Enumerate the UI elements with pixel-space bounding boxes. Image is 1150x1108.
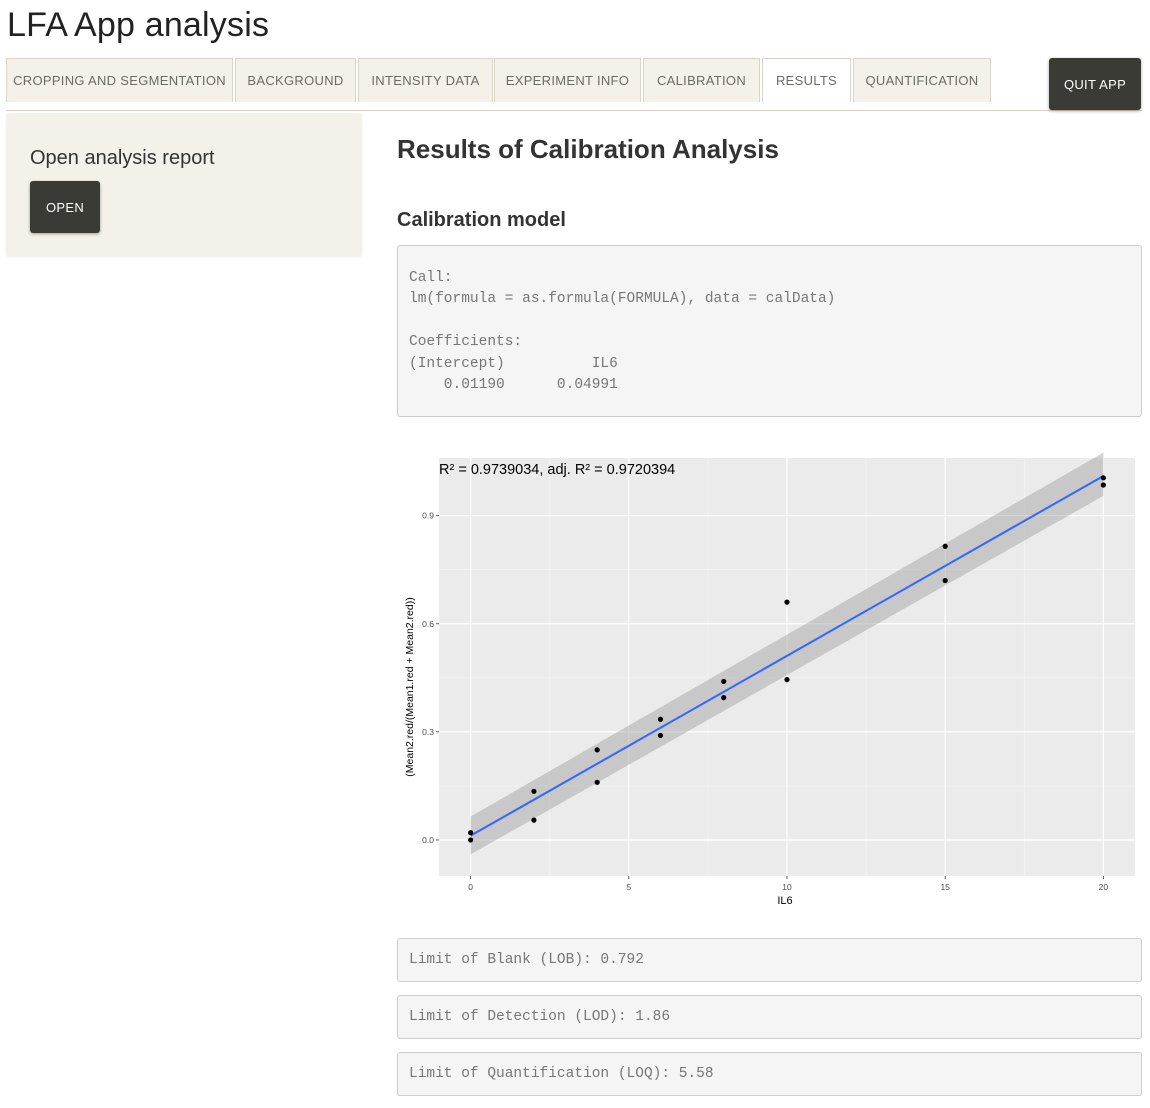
open-report-button[interactable]: OPEN — [30, 181, 100, 233]
confidence-band — [470, 452, 1104, 855]
sidebar-title: Open analysis report — [30, 147, 215, 169]
data-point — [784, 677, 790, 683]
lod-output: Limit of Detection (LOD): 1.86 — [397, 995, 1142, 1039]
model-output: Call: lm(formula = as.formula(FORMULA), … — [397, 245, 1142, 417]
data-point — [468, 837, 474, 843]
data-point — [721, 695, 727, 701]
data-point — [721, 678, 727, 685]
calibration-chart-svg: 0 5 10 15 20 0.0 0.3 0.6 0.9 IL6 (Mean2.red/(Mean1… — [404, 452, 1135, 907]
regression-line — [470, 475, 1104, 837]
data-point — [1100, 475, 1106, 481]
calibration-plot: 0 5 10 15 20 0.0 0.3 0.6 0.9 IL6 (Mean2.red/(Mean1… — [397, 445, 1142, 915]
x-tick-label: 5 — [626, 882, 631, 892]
y-tick-label: 0.0 — [422, 835, 434, 845]
data-point — [531, 788, 537, 794]
quit-app-button[interactable]: QUIT APP — [1049, 58, 1141, 110]
data-point — [942, 577, 948, 584]
lob-output: Limit of Blank (LOB): 0.792 — [397, 938, 1142, 982]
tab-quantification[interactable]: QUANTIFICATION — [853, 58, 991, 102]
data-point — [594, 747, 600, 753]
tab-intensity-data[interactable]: INTENSITY DATA — [358, 58, 493, 102]
data-point — [657, 716, 664, 722]
tab-experiment-info[interactable]: EXPERIMENT INFO — [494, 58, 641, 102]
r-squared-annotation: R² = 0.9739034, adj. R² = 0.9720394 — [439, 462, 675, 478]
app-title: LFA App analysis — [7, 6, 270, 44]
section-title: Calibration model — [397, 209, 566, 231]
x-tick-label: 15 — [940, 882, 950, 892]
y-tick-label: 0.9 — [422, 511, 434, 521]
x-axis-title: IL6 — [777, 895, 792, 907]
page-title: Results of Calibration Analysis — [397, 134, 779, 164]
data-point — [784, 599, 790, 605]
tab-bar: CROPPING AND SEGMENTATION BACKGROUND INT… — [6, 58, 1142, 111]
x-tick-label: 0 — [468, 882, 473, 892]
tab-calibration[interactable]: CALIBRATION — [643, 58, 760, 102]
y-axis-title: (Mean2.red/(Mean1.red + Mean2.red)) — [404, 597, 416, 776]
tab-background[interactable]: BACKGROUND — [235, 58, 356, 102]
tab-cropping-and-segmentation[interactable]: CROPPING AND SEGMENTATION — [6, 58, 233, 102]
data-point — [657, 732, 664, 739]
tab-results[interactable]: RESULTS — [762, 58, 851, 102]
y-tick-label: 0.6 — [422, 619, 434, 629]
y-tick-label: 0.3 — [422, 727, 434, 737]
data-point — [1100, 482, 1106, 488]
data-point — [468, 830, 474, 836]
data-point — [594, 779, 600, 785]
data-point — [531, 817, 537, 823]
loq-output: Limit of Quantification (LOQ): 5.58 — [397, 1052, 1142, 1096]
x-tick-label: 20 — [1099, 882, 1109, 892]
sidebar-panel: Open analysis report OPEN — [6, 113, 362, 256]
data-point — [942, 543, 948, 549]
x-tick-label: 10 — [782, 882, 792, 892]
